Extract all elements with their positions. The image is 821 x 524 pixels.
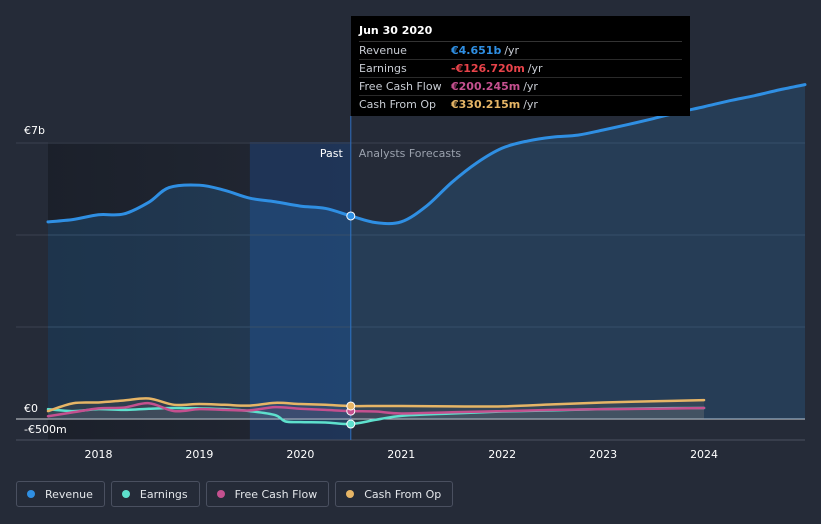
legend-item-earnings[interactable]: Earnings (110, 481, 200, 507)
legend-dot-icon (27, 490, 35, 498)
revenue-area (48, 84, 805, 419)
cash-from-op-marker (346, 401, 356, 411)
x-tick-2022: 2022 (488, 448, 516, 461)
y-label-top: €7b (24, 124, 45, 137)
tooltip-row-unit: /yr (523, 98, 538, 111)
chart-svg: €7b €0 -€500m 2018 2019 2020 2021 2022 2023 2024 P… (16, 83, 807, 461)
past-label: Past (320, 147, 344, 160)
legend-item-cash-from-op[interactable]: Cash From Op (335, 481, 454, 507)
tooltip-row-label: Free Cash Flow (359, 80, 442, 93)
x-tick-2024: 2024 (690, 448, 718, 461)
tooltip-row-revenue: Revenue €4.651b/yr (359, 42, 682, 60)
legend: Revenue Earnings Free Cash Flow Cash From O… (16, 481, 454, 507)
tooltip-row-value: €330.215m (451, 98, 521, 111)
highlight-band (249, 142, 351, 440)
tooltip-row-label: Cash From Op (359, 98, 437, 111)
legend-dot-icon (346, 490, 355, 498)
cash-from-op-line (46, 397, 706, 413)
tooltip-row-unit: /yr (527, 62, 543, 75)
legend-dot-icon (121, 490, 130, 498)
tooltip-row-value: €200.245m (451, 80, 521, 93)
cash-from-op-area (48, 398, 705, 419)
revenue-marker (346, 211, 356, 221)
tooltip-title: Jun 30 2020 (359, 23, 682, 42)
tooltip-row-free-cash-flow: Free Cash Flow €200.245m/yr (359, 78, 682, 96)
tooltip-row-label: Revenue (359, 44, 407, 57)
legend-item-revenue[interactable]: Revenue (16, 481, 105, 507)
legend-label: Revenue (45, 487, 93, 501)
tooltip: Jun 30 2020 Revenue €4.651b/yr Earnings -€1… (351, 16, 690, 116)
legend-item-free-cash-flow[interactable]: Free Cash Flow (205, 481, 330, 507)
tooltip-row-unit: /yr (504, 44, 520, 57)
legend-label: Earnings (139, 487, 188, 501)
x-tick-2019: 2019 (185, 448, 213, 461)
x-tick-2023: 2023 (589, 448, 617, 461)
tooltip-row-cash-from-op: Cash From Op €330.215m/yr (359, 96, 682, 113)
y-label-zero: €0 (24, 402, 38, 415)
earnings-area (48, 407, 705, 425)
tooltip-row-earnings: Earnings -€126.720m/yr (359, 60, 682, 78)
tooltip-row-value: -€126.720m (451, 62, 525, 75)
free-cash-flow-area (48, 403, 705, 419)
earnings-marker (346, 419, 356, 429)
free-cash-flow-line (46, 401, 706, 418)
tooltip-row-unit: /yr (523, 80, 538, 93)
legend-dot-icon (216, 490, 225, 498)
x-tick-2020: 2020 (286, 448, 314, 461)
y-label-bottom: -€500m (24, 423, 67, 436)
tooltip-row-label: Earnings (359, 62, 407, 75)
x-tick-2021: 2021 (387, 448, 415, 461)
tooltip-row-value: €4.651b (451, 44, 502, 57)
legend-label: Cash From Op (364, 487, 442, 501)
x-tick-2018: 2018 (84, 448, 112, 461)
legend-label: Free Cash Flow (234, 487, 318, 501)
forecast-label: Analysts Forecasts (359, 147, 462, 160)
